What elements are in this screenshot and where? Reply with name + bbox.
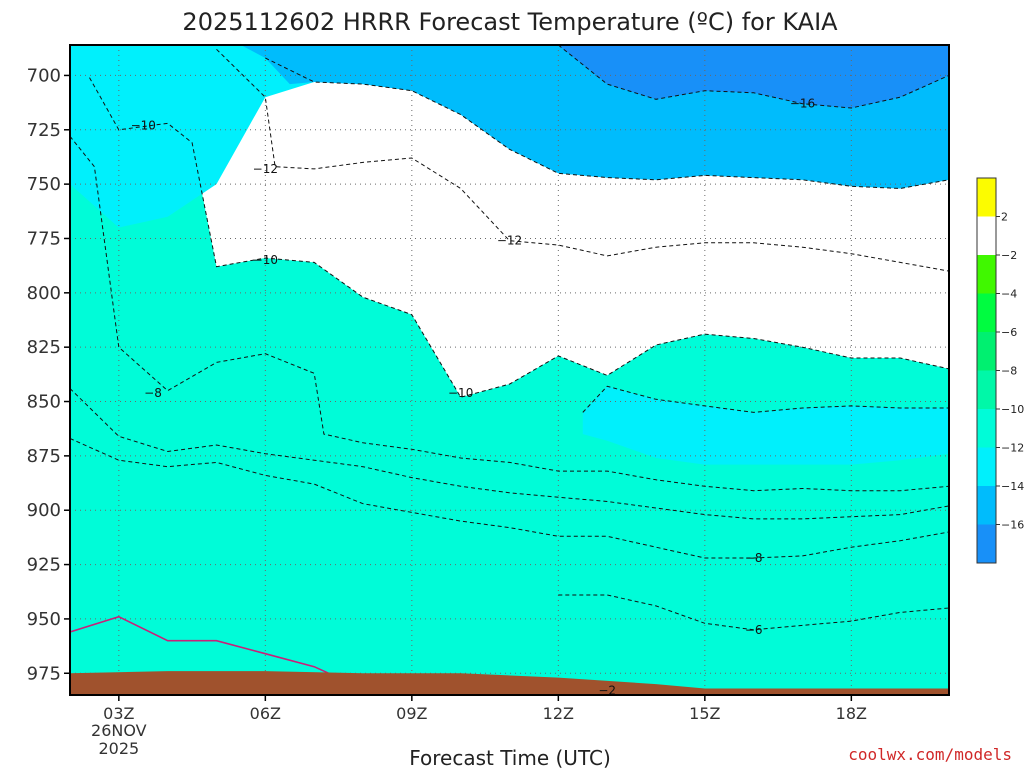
contour-label: −12 xyxy=(253,162,278,176)
x-tick-label: 15Z xyxy=(689,704,720,723)
x-tick-label: 18Z xyxy=(836,704,867,723)
contour-label: −2 xyxy=(598,684,616,698)
y-tick-label: 750 xyxy=(27,174,61,195)
x-tick-label: 09Z xyxy=(396,704,427,723)
contour-label: −16 xyxy=(790,97,815,111)
colorbar-label: −8 xyxy=(1001,365,1017,378)
contour-label: −10 xyxy=(448,386,473,400)
colorbar: −16 −14 −12 −10 −8 −6 −4 −2 2 xyxy=(976,177,1024,564)
freezing-line xyxy=(70,615,330,675)
contour-line-2 xyxy=(70,438,949,559)
contour-fill-layer: −10 −12 −10 −12 −16 −8 −10 −8 −6 −2 xyxy=(70,45,949,698)
contour-label: −10 xyxy=(131,118,156,132)
colorbar-label: 2 xyxy=(1001,211,1008,224)
y-tick-label: 950 xyxy=(27,609,61,630)
y-tick-label: 925 xyxy=(27,555,61,576)
colorbar-swatch xyxy=(977,255,996,294)
y-axis: 700 725 750 775 800 825 850 875 900 925 950 975 xyxy=(27,65,70,684)
y-tick-label: 800 xyxy=(27,283,61,304)
colorbar-label: −12 xyxy=(1001,442,1024,455)
y-tick-label: 850 xyxy=(27,392,61,413)
temperature-band-7 xyxy=(70,45,949,108)
colorbar-label: −10 xyxy=(1001,403,1024,416)
contour-line-1 xyxy=(558,594,949,631)
x-tick-label: 06Z xyxy=(250,704,281,723)
contour-line-4 xyxy=(70,135,949,492)
contour-label: −8 xyxy=(144,386,162,400)
x-axis-label: Forecast Time (UTC) xyxy=(409,746,611,768)
contour-line-3 xyxy=(70,388,949,520)
contour-line-9 xyxy=(582,385,949,413)
colorbar-swatch xyxy=(977,486,996,525)
chart-title: 2025112602 HRRR Forecast Temperature (ºC… xyxy=(182,8,838,36)
colorbar-label: −4 xyxy=(1001,288,1017,301)
y-tick-label: 825 xyxy=(27,337,61,358)
y-tick-label: 975 xyxy=(27,663,61,684)
temperature-band-8 xyxy=(582,386,949,465)
y-tick-label: 700 xyxy=(27,65,61,86)
x-tick-label: 12Z xyxy=(543,704,574,723)
contour-label: −6 xyxy=(745,623,763,637)
colorbar-label: −2 xyxy=(1001,249,1017,262)
contour-line-6 xyxy=(216,48,949,272)
plot-area: −10 −12 −10 −12 −16 −8 −10 −8 −6 −2 xyxy=(69,44,950,698)
contour-line-5 xyxy=(89,77,949,398)
colorbar-label: −6 xyxy=(1001,326,1017,339)
ground-terrain xyxy=(70,671,949,695)
y-tick-label: 725 xyxy=(27,120,61,141)
plot-frame xyxy=(69,44,950,696)
colorbar-swatch xyxy=(977,293,996,332)
contour-label: −8 xyxy=(745,551,763,565)
x-tick-label: 03Z xyxy=(103,704,134,723)
colorbar-swatch xyxy=(977,409,996,448)
temperature-band-4 xyxy=(70,45,949,695)
colorbar-swatch xyxy=(977,178,996,217)
contour-label: −10 xyxy=(253,253,278,267)
y-tick-label: 900 xyxy=(27,500,61,521)
x-tick-date: 26NOV xyxy=(91,721,147,740)
contour-line-8 xyxy=(557,45,949,109)
y-tick-label: 875 xyxy=(27,446,61,467)
contour-label: −12 xyxy=(497,234,522,248)
colorbar-swatch xyxy=(977,524,996,563)
colorbar-label: −14 xyxy=(1001,480,1024,493)
colorbar-swatch xyxy=(977,447,996,486)
x-tick-year: 2025 xyxy=(98,739,139,758)
credit-text: coolwx.com/models xyxy=(848,745,1012,764)
y-tick-label: 775 xyxy=(27,228,61,249)
colorbar-label: −16 xyxy=(1001,519,1024,532)
colorbar-swatch xyxy=(977,216,996,255)
colorbar-swatch xyxy=(977,370,996,409)
colorbar-swatch xyxy=(977,332,996,371)
contour-line-7 xyxy=(265,57,949,190)
